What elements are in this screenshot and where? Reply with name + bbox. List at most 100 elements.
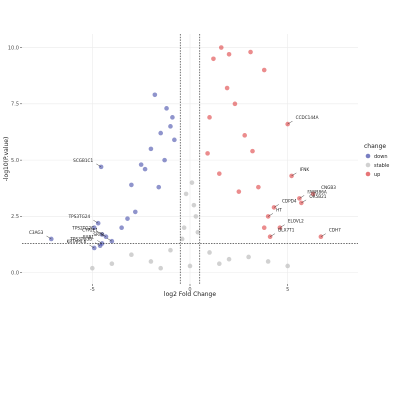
down-point-22	[142, 166, 148, 172]
gene-label-leader-3	[312, 190, 318, 195]
x-axis-title: log2 Fold Change	[164, 291, 216, 298]
up-point-18	[207, 115, 212, 120]
y-axis-ticks: 0.0 2.5 5.0 7.5 10.0	[8, 45, 22, 277]
up-point-20	[250, 148, 255, 154]
threshold-lines	[22, 34, 358, 284]
gene-label-leader-14	[89, 244, 95, 249]
grid	[22, 34, 358, 284]
stable-point-0	[129, 252, 134, 258]
gene-label-15: EAR1	[83, 234, 94, 239]
gene-label-leader-0	[287, 120, 293, 125]
legend-swatch-down	[365, 153, 371, 159]
gene-label-17: CDH7	[329, 228, 341, 233]
up-point-21	[217, 171, 222, 176]
x-tick-label-1: 0	[188, 287, 191, 293]
stable-point-11	[265, 259, 271, 264]
up-point-3	[248, 49, 253, 55]
gene-label-leader-8	[279, 224, 285, 228]
gene-label-leader-16	[106, 238, 112, 242]
stable-point-13	[285, 263, 290, 269]
legend-entries: down stable up	[365, 153, 389, 178]
down-point-23	[156, 184, 162, 190]
stable-point-1	[148, 259, 154, 264]
legend-label-stable: stable	[374, 163, 389, 169]
x-axis-ticks: -5 0 5	[90, 284, 289, 293]
y-tick-label-0: 0.0	[11, 271, 19, 277]
down-point-24	[172, 137, 177, 143]
x-tick-label-2: 5	[286, 287, 289, 293]
stable-point-4	[207, 250, 212, 255]
down-point-12	[148, 146, 154, 152]
stable-point-16	[183, 191, 189, 197]
legend-title: change	[364, 143, 386, 150]
stable-point-19	[217, 261, 222, 267]
down-point-3	[91, 225, 97, 230]
gene-label-5: OR5B21	[309, 194, 326, 199]
gene-label-10: TPS2TG2C	[71, 225, 94, 230]
down-point-16	[129, 182, 134, 188]
up-point-1	[226, 51, 232, 57]
stable-point-5	[226, 256, 232, 262]
gene-label-8: ELOVL2	[288, 219, 304, 224]
down-point-21	[170, 115, 175, 120]
gene-label-9: TPS3TG24	[68, 214, 91, 219]
stable-point-15	[189, 180, 195, 185]
down-point-19	[119, 225, 124, 230]
gene-label-leader-15	[97, 240, 103, 244]
down-point-18	[125, 216, 130, 221]
x-tick-label-0: -5	[90, 287, 95, 293]
up-point-24	[205, 151, 210, 156]
gene-label-leader-1	[96, 163, 102, 168]
gene-label-leader-7	[268, 213, 274, 217]
legend-swatch-stable	[365, 162, 371, 168]
gene-label-2: IFNK	[300, 167, 310, 172]
gene-label-18: DLX7T1	[278, 228, 295, 233]
gene-label-leader-2	[291, 172, 297, 177]
down-point-15	[138, 162, 144, 167]
gene-label-4: FAM186A	[307, 189, 326, 194]
up-point-16	[232, 101, 238, 107]
up-point-22	[236, 189, 242, 194]
stable-point-17	[195, 229, 201, 235]
stable-point-9	[179, 236, 185, 242]
legend-swatch-up	[365, 171, 371, 177]
down-point-20	[152, 92, 158, 98]
up-point-23	[256, 184, 261, 190]
up-point-4	[261, 67, 267, 73]
gene-label-12: CYP2E1	[82, 228, 98, 233]
gene-label-14: KRTAP4.6	[67, 239, 87, 244]
up-point-0	[218, 45, 224, 50]
gene-label-6: CDPD4	[282, 198, 297, 203]
up-points	[205, 45, 324, 240]
gene-label-13: C3AG3	[29, 230, 44, 235]
stable-points	[90, 180, 290, 271]
down-point-17	[133, 209, 138, 215]
gene-label-leader-18	[269, 233, 275, 237]
y-tick-label-3: 7.5	[11, 102, 19, 108]
gene-label-leader-17	[320, 233, 326, 237]
gene-label-leader-4	[299, 195, 305, 199]
gene-label-leader-5	[301, 199, 307, 204]
y-tick-label-4: 10.0	[8, 45, 19, 51]
stable-point-8	[191, 202, 197, 208]
gene-label-leader-13	[46, 235, 52, 240]
gene-label-3: CNGB3	[321, 185, 336, 190]
stable-point-3	[187, 263, 193, 269]
gene-label-16: SRT8	[93, 232, 104, 237]
y-tick-label-2: 5.0	[11, 158, 19, 164]
stable-point-7	[181, 225, 187, 230]
y-tick-label-1: 2.5	[11, 214, 19, 220]
down-point-10	[164, 106, 169, 111]
up-point-2	[211, 56, 216, 62]
stable-point-12	[109, 261, 115, 267]
gene-label-0: CCDC144A	[296, 115, 319, 120]
stable-point-10	[193, 214, 199, 219]
gene-label-11: TPS3TG3B	[69, 237, 92, 242]
legend-label-down: down	[374, 154, 388, 160]
down-point-11	[168, 124, 173, 129]
stable-point-18	[158, 265, 163, 271]
stable-point-6	[246, 254, 251, 260]
legend-label-up: up	[374, 172, 380, 178]
